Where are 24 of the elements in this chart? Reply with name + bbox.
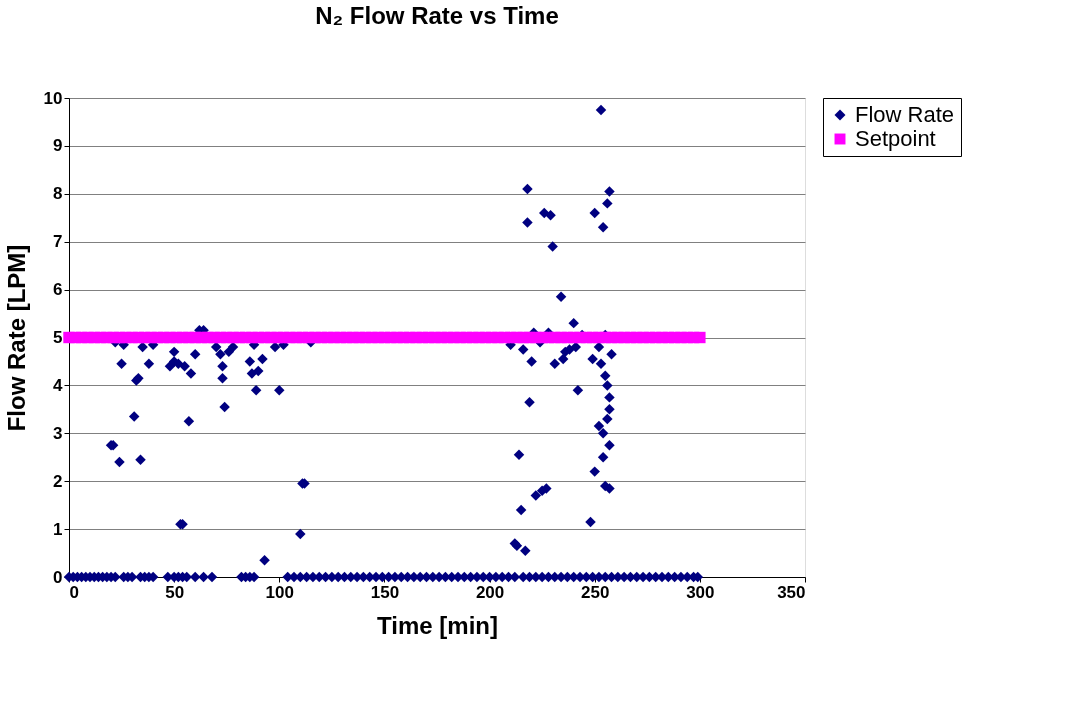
- x-tick-label: 250: [581, 582, 610, 602]
- x-tick-label: 150: [370, 582, 400, 602]
- y-tick-label: 5: [53, 328, 63, 347]
- y-tick-label: 4: [53, 375, 64, 395]
- chart-title: N₂ Flow Rate vs Time: [315, 2, 559, 29]
- y-tick-label: 2: [53, 471, 63, 491]
- legend-label: Flow Rate: [855, 102, 955, 127]
- x-tick-label: 350: [777, 582, 806, 602]
- x-tick-label: 100: [265, 582, 294, 602]
- legend-label: Setpoint: [855, 126, 936, 151]
- x-tick-label: 200: [475, 582, 505, 602]
- x-tick-label: 300: [686, 582, 715, 602]
- y-tick-label: 10: [43, 88, 63, 108]
- y-axis-title: Flow Rate [LPM]: [2, 244, 30, 432]
- x-tick-label: 50: [165, 582, 185, 602]
- x-axis-title: Time [min]: [377, 611, 498, 639]
- y-tick-label: 8: [53, 184, 63, 204]
- x-tick-label: 0: [69, 582, 79, 602]
- y-tick-label: 9: [53, 136, 63, 156]
- y-tick-label: 0: [53, 567, 63, 587]
- y-tick-label: 6: [53, 280, 63, 300]
- y-tick-label: 1: [53, 519, 63, 539]
- y-tick-label: 3: [53, 423, 63, 443]
- y-tick-label: 7: [53, 232, 63, 252]
